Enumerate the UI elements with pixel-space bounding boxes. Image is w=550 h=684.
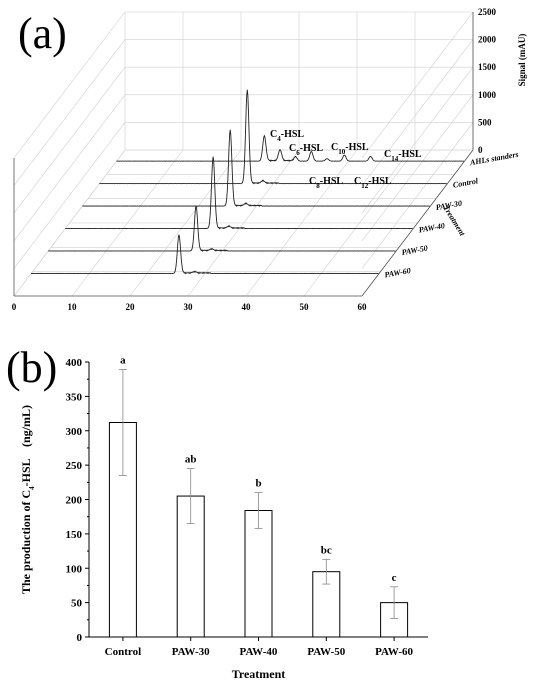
bar — [244, 510, 273, 638]
chromatogram-chart: 0 10 20 30 40 50 60 0 500 1000 1500 2000 2500 Signal … — [12, 7, 527, 312]
trace-paw-30 — [82, 129, 430, 208]
peak-label-base: C — [354, 176, 361, 187]
y-axis-title-base: The production of C — [19, 490, 33, 594]
peak-label-sub: 4 — [277, 135, 281, 143]
peak-label-rest: -HSL — [345, 142, 369, 153]
peak-label: C14-HSL — [384, 149, 422, 163]
x-tick-label: 30 — [184, 302, 194, 312]
sidewall-gridline — [361, 11, 474, 159]
series-label: Control — [452, 176, 479, 189]
peak-label-rest: -HSL — [281, 129, 305, 140]
sidewall-gridline — [361, 122, 474, 269]
leftwall-gridline — [13, 39, 126, 186]
y-tick-label: 350 — [66, 391, 83, 403]
trace-paw-50 — [48, 205, 396, 252]
x-tick-label: 40 — [242, 302, 252, 312]
x-tick-label: PAW-50 — [307, 646, 345, 658]
peak-label-sub: 10 — [338, 148, 346, 156]
y-tick-label: 150 — [66, 529, 83, 541]
leftwall-gridline — [13, 11, 126, 159]
y-tick-label: 400 — [66, 357, 83, 369]
significance-letter: a — [120, 355, 126, 367]
z-tick-label: 1500 — [478, 62, 497, 72]
trace-ahls-standers — [116, 134, 464, 163]
y-tick-label: 200 — [66, 495, 83, 507]
x-tick-label: PAW-60 — [375, 646, 413, 658]
trace-paw-60 — [30, 234, 379, 275]
x-axis-title: Treatment — [232, 667, 286, 681]
z-tick-label: 0 — [478, 145, 483, 155]
series-label: PAW-40 — [418, 221, 446, 234]
peak-label-sub: 6 — [296, 149, 300, 157]
sidewall-gridline — [361, 94, 474, 241]
x-tick-label: PAW-40 — [240, 646, 278, 658]
y-tick-label: 250 — [66, 460, 83, 472]
peak-label-sub: 12 — [361, 182, 369, 190]
x-tick-label: 10 — [68, 302, 78, 312]
significance-letter: ab — [185, 454, 197, 466]
series-label: PAW-50 — [401, 244, 429, 257]
peak-label: C6-HSL — [289, 143, 323, 157]
peak-label-base: C — [309, 176, 316, 187]
x-tick-label: 0 — [12, 302, 17, 312]
peak-label-rest: -HSL — [398, 149, 422, 160]
sidewall-gridline — [361, 39, 474, 186]
sidewall-gridline — [361, 67, 474, 214]
series-label: AHLs standers — [468, 150, 519, 168]
panel-b-label: (b) — [6, 343, 57, 392]
peak-label-base: C — [331, 142, 338, 153]
panel-a-label: (a) — [18, 9, 67, 58]
peak-label-sub: 14 — [391, 155, 399, 163]
peak-label: C8-HSL — [309, 176, 343, 190]
x-tick-label: Control — [105, 646, 141, 658]
z-tick-label: 1000 — [478, 90, 497, 100]
y-tick-label: 0 — [77, 632, 83, 644]
peak-label-rest: -HSL — [368, 176, 392, 187]
x-tick-label: 20 — [126, 302, 136, 312]
y-tick-label: 100 — [66, 563, 83, 575]
z-tick-label: 2500 — [478, 7, 497, 17]
z-tick-label: 2000 — [478, 35, 497, 45]
y-tick-label: 300 — [66, 426, 83, 438]
peak-label-rest: -HSL — [300, 143, 324, 154]
peak-label-base: C — [270, 129, 277, 140]
peak-label-base: C — [384, 149, 391, 160]
y-axis-title-sub: 4 — [28, 486, 36, 490]
x-tick-label: PAW-30 — [172, 646, 210, 658]
x-tick-label: 50 — [300, 302, 310, 312]
leftwall-gridline — [13, 122, 126, 269]
peak-label-rest: -HSL — [320, 176, 344, 187]
trace-paw-40 — [65, 156, 413, 230]
peak-label-base: C — [289, 143, 296, 154]
leftwall-gridline — [13, 67, 126, 214]
x-tick-label: 60 — [358, 302, 368, 312]
depth-axis-line — [361, 149, 474, 297]
peak-label: C10-HSL — [331, 142, 369, 156]
y-axis-title-rest: -HSL (ng/mL) — [19, 405, 33, 486]
c4-hsl-bar-chart: 0 50 100 150 200 250 300 350 400 a Control ab PAW-30… — [19, 355, 428, 681]
y-tick-label: 50 — [71, 598, 83, 610]
significance-letter: c — [392, 572, 397, 584]
y-axis-title: The production of C4-HSL (ng/mL) — [19, 405, 36, 594]
z-axis-title: Signal (mAU) — [517, 34, 527, 87]
peak-label: C4-HSL — [270, 129, 304, 143]
peak-label: C12-HSL — [354, 176, 392, 190]
leftwall-gridline — [13, 94, 126, 241]
significance-letter: bc — [321, 544, 332, 556]
significance-letter: b — [255, 478, 261, 490]
peak-label-sub: 8 — [316, 182, 320, 190]
z-tick-label: 500 — [478, 117, 492, 127]
trace-control — [99, 89, 447, 185]
series-label: PAW-60 — [384, 266, 412, 279]
leftwall-gridline — [13, 149, 126, 297]
